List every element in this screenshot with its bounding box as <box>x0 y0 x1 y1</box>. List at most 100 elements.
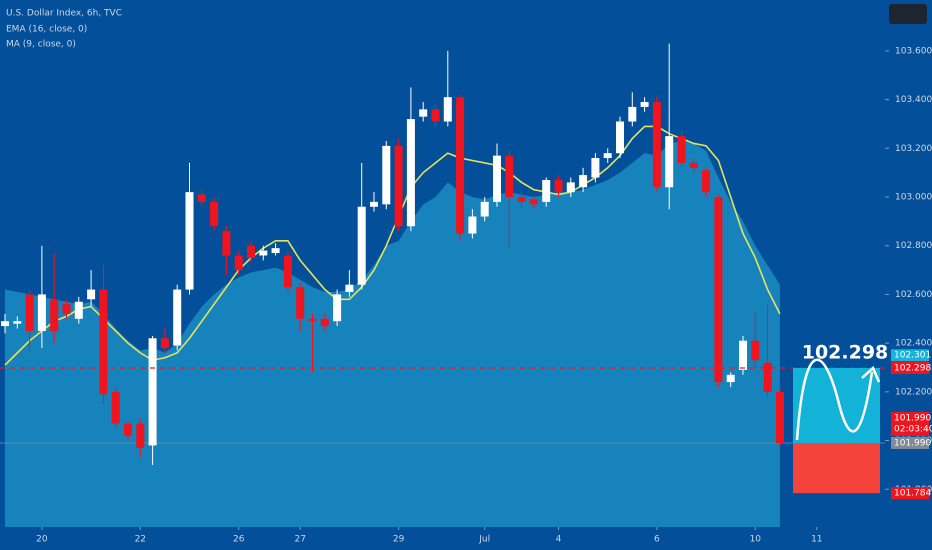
candle-body <box>493 155 501 202</box>
y-tick-label: 102.600 <box>895 290 932 300</box>
candle-body <box>419 109 428 117</box>
y-tick-label: 103.400 <box>895 95 932 105</box>
candle-body <box>271 248 280 254</box>
candle-body <box>234 255 243 271</box>
candle-body <box>468 216 477 234</box>
candle-body <box>148 338 157 446</box>
arrow-curve <box>795 358 874 441</box>
candle-body <box>591 158 600 178</box>
indicator-label: EMA (16, close, 0) <box>6 25 87 35</box>
candle-body <box>406 119 415 227</box>
arrow-head <box>861 365 881 383</box>
price-marker-label: 101.784 <box>894 489 931 499</box>
price-marker <box>891 487 929 500</box>
x-tick-label: 27 <box>294 535 305 545</box>
candle-body <box>689 162 698 168</box>
candle-body <box>628 106 637 122</box>
candle-body <box>345 284 354 292</box>
candle-body <box>702 170 711 193</box>
candle-body <box>173 289 182 346</box>
candle-body <box>13 321 22 324</box>
candle-body <box>652 102 661 188</box>
candle-body <box>542 179 551 202</box>
candle-body <box>74 301 83 319</box>
y-tick-label: 102.400 <box>895 339 932 349</box>
candle-body <box>640 102 649 107</box>
stop-zone <box>793 442 880 494</box>
candle-body <box>308 318 317 322</box>
candle-body <box>665 136 674 188</box>
candle-body <box>111 391 120 424</box>
x-tick-label: 26 <box>233 535 245 545</box>
candle-body <box>739 340 747 370</box>
candle-body <box>25 294 34 331</box>
toolbar-button[interactable] <box>889 4 927 24</box>
candle-body <box>382 145 391 205</box>
candle-body <box>210 201 219 227</box>
price-marker-label: 101.990 <box>894 438 931 448</box>
candle-body <box>259 250 268 256</box>
price-marker-label: 101.990 <box>894 413 931 423</box>
candle-body <box>554 179 563 193</box>
candle-body <box>529 199 538 205</box>
candle-body <box>394 145 403 227</box>
candle-body <box>247 245 255 258</box>
x-tick-label: 6 <box>654 535 660 545</box>
price-marker <box>891 349 929 362</box>
x-tick-label: 11 <box>811 535 822 545</box>
annotation: 102.298 <box>802 342 889 364</box>
price-marker <box>891 411 929 436</box>
candle-body <box>480 201 489 217</box>
candle-body <box>775 391 784 443</box>
candle-body <box>197 194 206 202</box>
candle-body <box>517 197 526 202</box>
candle-body <box>751 340 760 361</box>
candle-body <box>505 155 514 198</box>
y-tick-label: 103.000 <box>895 193 932 203</box>
candle-body <box>603 153 612 159</box>
price-marker <box>891 361 929 374</box>
candle-body <box>579 175 588 188</box>
y-tick-label: 102.200 <box>895 387 932 397</box>
candle-body <box>222 231 231 256</box>
candle-body <box>296 287 305 319</box>
x-tick-label: 29 <box>393 535 405 545</box>
candle-body <box>62 304 71 314</box>
x-tick-label: 20 <box>36 535 48 545</box>
candle-body <box>566 182 575 193</box>
candle-body <box>726 374 735 383</box>
x-tick-label: 22 <box>135 535 146 545</box>
countdown: 02:03:40 <box>894 424 932 434</box>
candle-body <box>333 294 342 322</box>
price-marker-label: 102.298 <box>894 363 931 373</box>
ema-area <box>5 141 780 528</box>
candle-body <box>616 121 624 154</box>
candle-body <box>320 318 329 327</box>
candle-body <box>443 97 452 122</box>
candle-body <box>677 136 686 163</box>
candle-body <box>1 321 9 327</box>
ma-line <box>4 125 781 366</box>
candle-body <box>160 338 169 349</box>
candle-body <box>37 294 46 331</box>
candle-body <box>283 255 292 288</box>
y-tick-label: 102.800 <box>895 241 932 251</box>
candle-body <box>136 423 145 448</box>
candle-body <box>763 362 772 392</box>
candle-body <box>357 206 366 285</box>
candle-body <box>456 97 465 234</box>
candle-body <box>714 197 723 383</box>
price-marker-label: 102.301 <box>894 351 931 361</box>
candle-body <box>99 289 108 395</box>
candle-body <box>431 109 440 122</box>
x-tick-label: 10 <box>750 535 762 545</box>
candle-body <box>50 299 59 331</box>
candle-body <box>87 289 96 300</box>
plot-area <box>0 43 885 528</box>
candle-body <box>185 192 194 290</box>
candle-body <box>370 201 378 207</box>
y-tick-label: 103.600 <box>895 46 932 56</box>
x-tick-label: Jul <box>478 535 490 545</box>
x-tick-label: 4 <box>556 535 562 545</box>
